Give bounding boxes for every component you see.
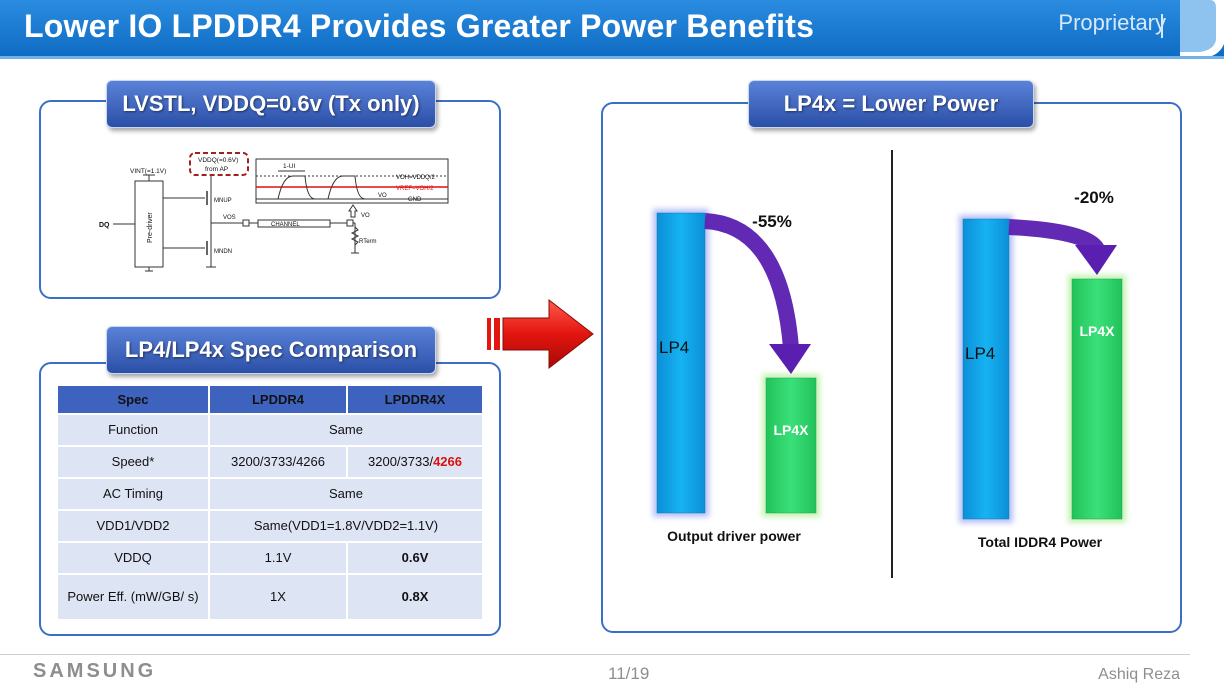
vddq-lp4: 1.1V xyxy=(208,541,348,575)
red-arrow-icon xyxy=(487,298,594,370)
column-header-lpddr4x: LPDDR4X xyxy=(346,384,484,415)
vddq-callout-line2: from AP xyxy=(205,166,228,173)
group1-reduction-label: -55% xyxy=(752,212,792,231)
speed-lp4x-highlight: 4266 xyxy=(433,454,462,469)
table-row: Speed* 3200/3733/4266 3200/3733/4266 xyxy=(56,445,484,479)
mnup-label: MNUP xyxy=(214,198,232,204)
table-row: Power Eff. (mW/GB/ s) 1X 0.8X xyxy=(56,573,484,621)
group1-reduction-arrow xyxy=(704,213,799,349)
group2-lp4x-label: LP4X xyxy=(1079,323,1115,339)
group2-reduction-arrowhead xyxy=(1075,245,1117,275)
row-label-vddq: VDDQ xyxy=(56,541,210,575)
vo-label: VO xyxy=(378,193,387,199)
footer-line xyxy=(0,654,1190,655)
row-label-power: Power Eff. (mW/GB/ s) xyxy=(56,573,210,621)
group1-category-label: Output driver power xyxy=(667,528,801,544)
power-lp4: 1X xyxy=(208,573,348,621)
vo-output-label: VO xyxy=(361,213,370,219)
row-label-function: Function xyxy=(56,413,210,447)
group2-lp4-bar xyxy=(962,218,1010,520)
vdd-value: Same(VDD1=1.8V/VDD2=1.1V) xyxy=(208,509,484,543)
power-comparison-chart: LP4 LP4X Output driver power -55% LP4 LP4X Tot… xyxy=(653,188,1126,550)
column-header-spec: Spec xyxy=(56,384,210,415)
mndn-label: MNDN xyxy=(214,249,232,255)
table-row: VDD1/VDD2 Same(VDD1=1.8V/VDD2=1.1V) xyxy=(56,509,484,543)
lvstl-heading: LVSTL, VDDQ=0.6v (Tx only) xyxy=(106,80,436,128)
speed-lp4: 3200/3733/4266 xyxy=(208,445,348,479)
speed-lp4x: 3200/3733/4266 xyxy=(346,445,484,479)
chart-divider xyxy=(891,150,893,578)
title-corner-decoration xyxy=(1180,0,1224,58)
group1-lp4x-label: LP4X xyxy=(773,422,809,438)
author-name: Ashiq Reza xyxy=(1098,666,1180,683)
power-lp4x: 0.8X xyxy=(346,573,484,621)
vint-label: VINT(=1.1V) xyxy=(130,168,166,175)
dq-label: DQ xyxy=(99,222,110,229)
group2-lp4-label: LP4 xyxy=(965,344,995,363)
spec-comparison-table: Spec LPDDR4 LPDDR4X Function Same Speed*… xyxy=(56,384,484,621)
lvstl-circuit-diagram: Pre-driver VINT(=1.1V) DQ MNUP MNDN VDDQ… xyxy=(99,152,449,272)
ac-timing-value: Same xyxy=(208,477,484,511)
row-label-ac-timing: AC Timing xyxy=(56,477,210,511)
group1-lp4x-bar xyxy=(765,377,817,514)
vref-label: VREF=VOH/2 xyxy=(396,186,434,192)
group1-lp4-bar xyxy=(656,212,706,514)
table-row: AC Timing Same xyxy=(56,477,484,511)
channel-label: CHANNEL xyxy=(271,222,300,228)
function-value: Same xyxy=(208,413,484,447)
group2-category-label: Total IDDR4 Power xyxy=(978,534,1103,550)
title-bar xyxy=(0,0,1224,56)
speed-lp4x-prefix: 3200/3733/ xyxy=(368,454,434,469)
slide-title: Lower IO LPDDR4 Provides Greater Power B… xyxy=(24,8,815,44)
chart-heading: LP4x = Lower Power xyxy=(748,80,1034,128)
row-label-vdd: VDD1/VDD2 xyxy=(56,509,210,543)
gnd-label: GND xyxy=(408,197,422,203)
column-header-lpddr4: LPDDR4 xyxy=(208,384,348,415)
proprietary-bar xyxy=(1161,14,1163,38)
group1-lp4-label: LP4 xyxy=(659,338,689,357)
row-label-speed: Speed* xyxy=(56,445,210,479)
vddq-lp4x: 0.6V xyxy=(346,541,484,575)
predriver-label: Pre-driver xyxy=(147,212,154,243)
table-row: VDDQ 1.1V 0.6V xyxy=(56,541,484,575)
samsung-logo: SAMSUNG xyxy=(33,660,157,682)
vos-label: VOS xyxy=(223,215,236,221)
spec-heading: LP4/LP4x Spec Comparison xyxy=(106,326,436,374)
voh-label: VOH=VDDQ/2 xyxy=(396,175,436,181)
rterm-label: RTerm xyxy=(359,239,377,245)
table-header-row: Spec LPDDR4 LPDDR4X xyxy=(56,384,484,415)
ui-label: 1-UI xyxy=(283,163,295,170)
group2-lp4x-bar xyxy=(1071,278,1123,520)
page-number: 11/19 xyxy=(608,664,650,683)
table-row: Function Same xyxy=(56,413,484,447)
vddq-callout-line1: VDDQ(=0.6V) xyxy=(198,157,238,164)
title-underline xyxy=(0,56,1224,59)
group2-reduction-label: -20% xyxy=(1074,188,1114,207)
proprietary-label: Proprietary xyxy=(1058,10,1166,35)
group1-reduction-arrowhead xyxy=(769,344,811,374)
